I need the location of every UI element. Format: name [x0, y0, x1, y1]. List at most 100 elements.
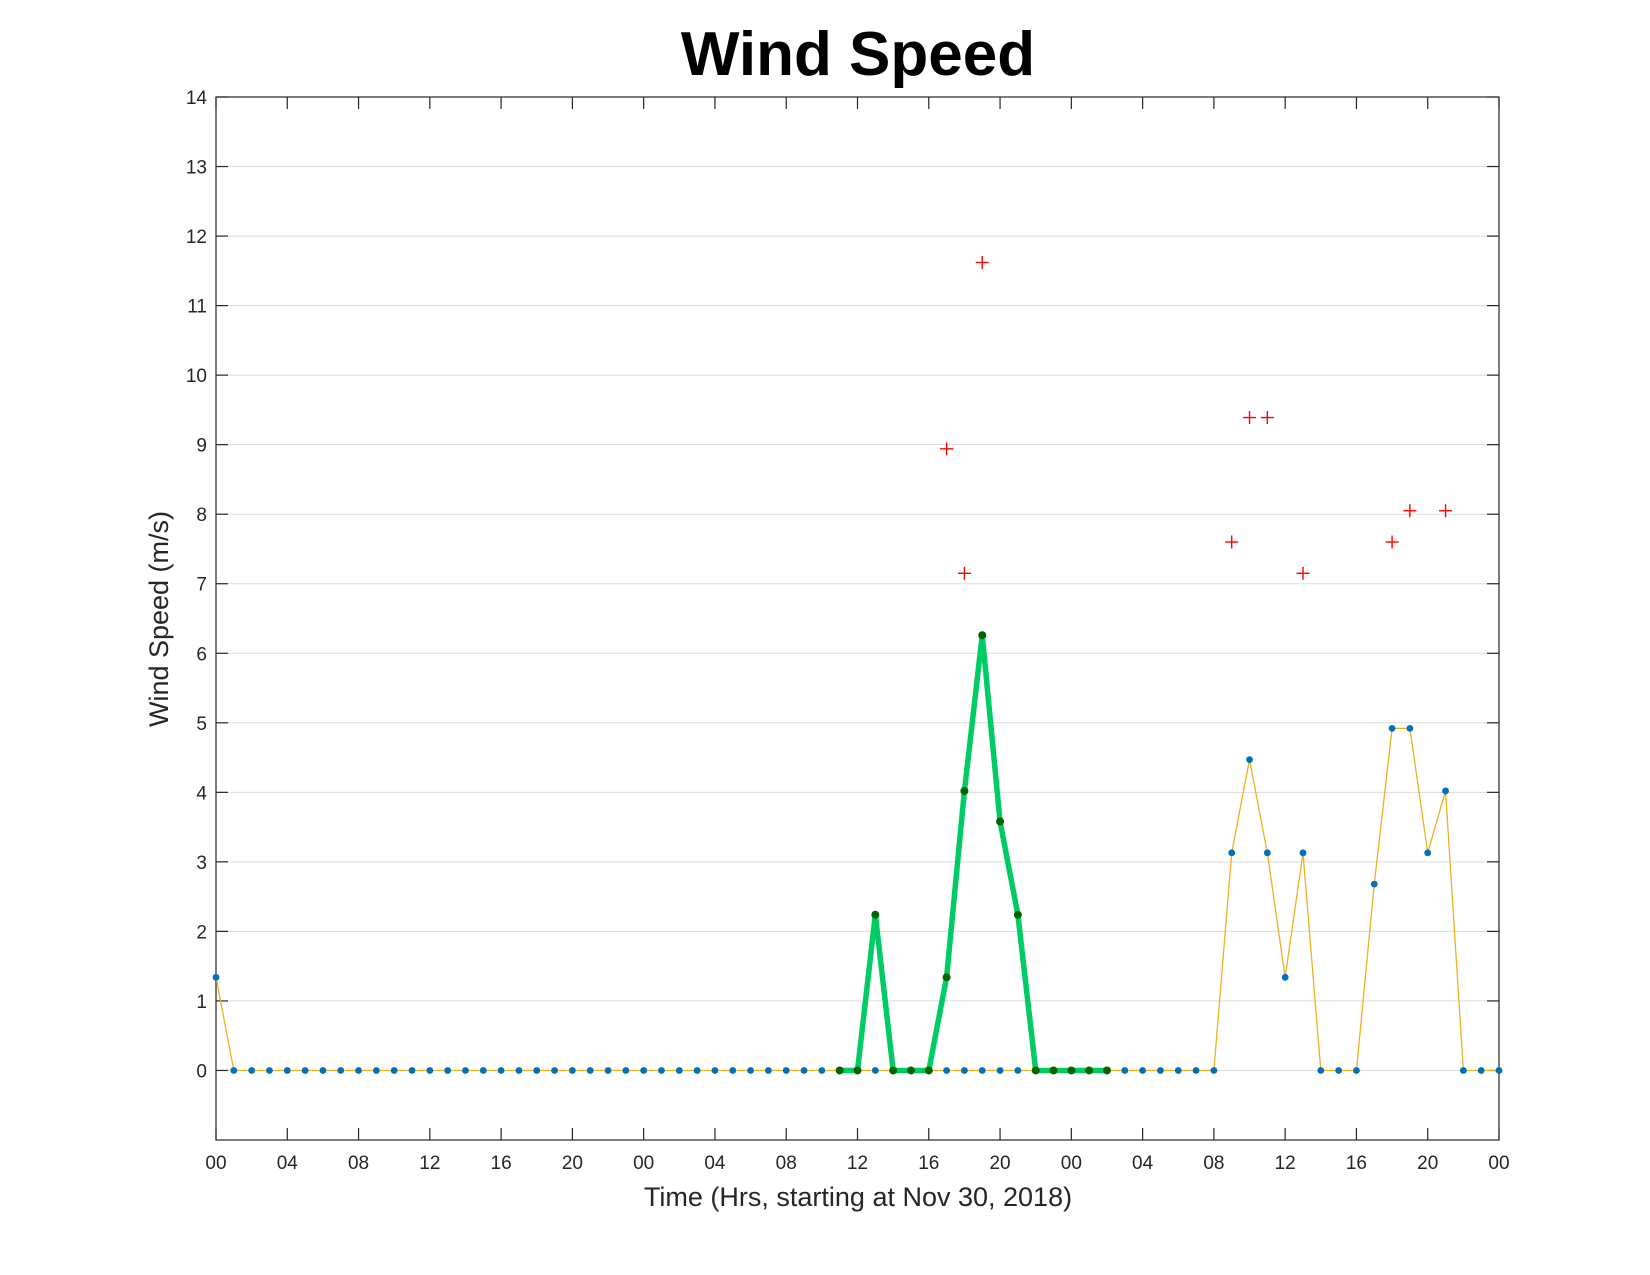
highlight-data-point	[853, 1066, 862, 1075]
speed-data-point	[747, 1067, 754, 1074]
x-tick-label: 16	[1346, 1153, 1367, 1174]
speed-data-point	[604, 1067, 612, 1074]
y-tick-label: 7	[196, 575, 207, 596]
y-tick-label: 13	[186, 158, 207, 179]
plot-frame	[215, 96, 1500, 1141]
x-tick-label: 08	[776, 1153, 797, 1174]
speed-data-point	[1495, 1067, 1503, 1074]
speed-data-point	[283, 1067, 291, 1074]
speed-data-point	[782, 1067, 790, 1074]
speed-data-point	[408, 1067, 416, 1074]
y-tick-label: 6	[196, 644, 207, 665]
y-tick-label: 8	[196, 505, 207, 526]
x-tick-label: 08	[348, 1153, 369, 1174]
highlight-data-point	[960, 786, 969, 795]
speed-data-point	[1281, 973, 1289, 981]
speed-data-point	[1370, 880, 1378, 888]
x-tick-label: 00	[633, 1153, 654, 1174]
speed-data-point	[711, 1067, 719, 1074]
speed-data-point	[1459, 1067, 1467, 1074]
speed-data-point	[818, 1067, 826, 1074]
gust-plus-marker	[940, 442, 954, 456]
speed-data-point	[212, 973, 220, 981]
gust-plus-marker	[1403, 504, 1417, 518]
highlight-data-point	[906, 1066, 915, 1075]
chart-title: Wind Speed	[681, 20, 1035, 89]
highlight-data-point	[1049, 1066, 1058, 1075]
gust-plus-marker	[975, 255, 989, 269]
y-tick-label: 4	[196, 783, 207, 804]
speed-data-point	[390, 1067, 398, 1074]
y-tick-label: 12	[186, 227, 207, 248]
speed-data-point	[1014, 1067, 1022, 1074]
speed-data-point	[800, 1067, 808, 1074]
y-tick-label: 5	[196, 714, 207, 735]
speed-data-point	[372, 1067, 380, 1074]
x-tick-label: 04	[277, 1153, 299, 1174]
speed-data-point	[1335, 1067, 1343, 1074]
x-tick-label: 04	[704, 1153, 726, 1174]
speed-data-point	[1246, 756, 1253, 764]
highlight-data-point	[1085, 1066, 1094, 1075]
highlight-data-point	[1013, 910, 1022, 919]
x-tick-label: 04	[1132, 1153, 1154, 1174]
speed-data-point	[1192, 1067, 1200, 1074]
speed-data-point	[248, 1067, 256, 1074]
speed-data-point	[961, 1067, 968, 1074]
speed-data-point	[1121, 1067, 1129, 1074]
highlight-data-point	[996, 817, 1005, 826]
speed-data-point	[497, 1067, 505, 1074]
x-tick-label: 20	[562, 1153, 583, 1174]
highlight-data-point	[942, 973, 951, 982]
y-tick-label: 3	[196, 853, 207, 874]
speed-data-point	[479, 1067, 487, 1074]
speed-data-point	[1477, 1067, 1485, 1074]
speed-data-point	[426, 1067, 434, 1074]
y-tick-label: 0	[196, 1061, 207, 1082]
y-tick-label: 1	[196, 992, 207, 1013]
gust-plus-marker	[1385, 535, 1399, 549]
highlight-data-point	[835, 1066, 844, 1075]
x-tick-label: 16	[491, 1153, 512, 1174]
speed-data-point	[266, 1067, 273, 1074]
gust-plus-marker	[1439, 504, 1453, 518]
speed-data-point	[1157, 1067, 1164, 1074]
speed-data-point	[1139, 1067, 1147, 1074]
highlight-data-point	[889, 1066, 898, 1075]
speed-data-point	[675, 1067, 683, 1074]
highlight-data-point	[1067, 1066, 1076, 1075]
speed-data-point	[568, 1067, 576, 1074]
x-tick-label: 16	[918, 1153, 939, 1174]
x-tick-label: 12	[419, 1153, 440, 1174]
x-tick-label: 08	[1203, 1153, 1224, 1174]
highlight-series-line	[839, 632, 1107, 1074]
y-tick-label: 10	[186, 366, 207, 387]
speed-data-point	[1406, 724, 1414, 732]
highlight-data-point	[871, 910, 880, 919]
x-tick-label: 00	[1488, 1153, 1509, 1174]
speed-data-point	[1442, 787, 1449, 795]
speed-data-point	[1388, 724, 1396, 732]
speed-data-point	[1299, 849, 1307, 857]
gust-plus-marker	[1296, 566, 1310, 580]
speed-data-point	[1263, 849, 1271, 857]
speed-data-point	[533, 1067, 541, 1074]
highlight-data-point	[1031, 1066, 1040, 1075]
y-tick-label: 14	[186, 88, 208, 109]
speed-data-point	[515, 1067, 523, 1074]
speed-data-point	[1228, 849, 1236, 857]
speed-data-point	[640, 1067, 648, 1074]
x-tick-label: 12	[847, 1153, 868, 1174]
x-tick-label: 00	[1061, 1153, 1082, 1174]
gust-plus-marker	[1243, 411, 1257, 425]
highlight-data-point	[1102, 1066, 1111, 1075]
speed-data-point	[444, 1067, 452, 1074]
speed-data-point	[551, 1067, 558, 1074]
x-tick-label: 20	[989, 1153, 1010, 1174]
speed-data-point	[1210, 1067, 1218, 1074]
y-tick-label: 11	[187, 297, 207, 318]
speed-series-line	[215, 727, 1499, 1072]
y-tick-label: 2	[196, 922, 207, 943]
speed-data-point	[586, 1067, 594, 1074]
